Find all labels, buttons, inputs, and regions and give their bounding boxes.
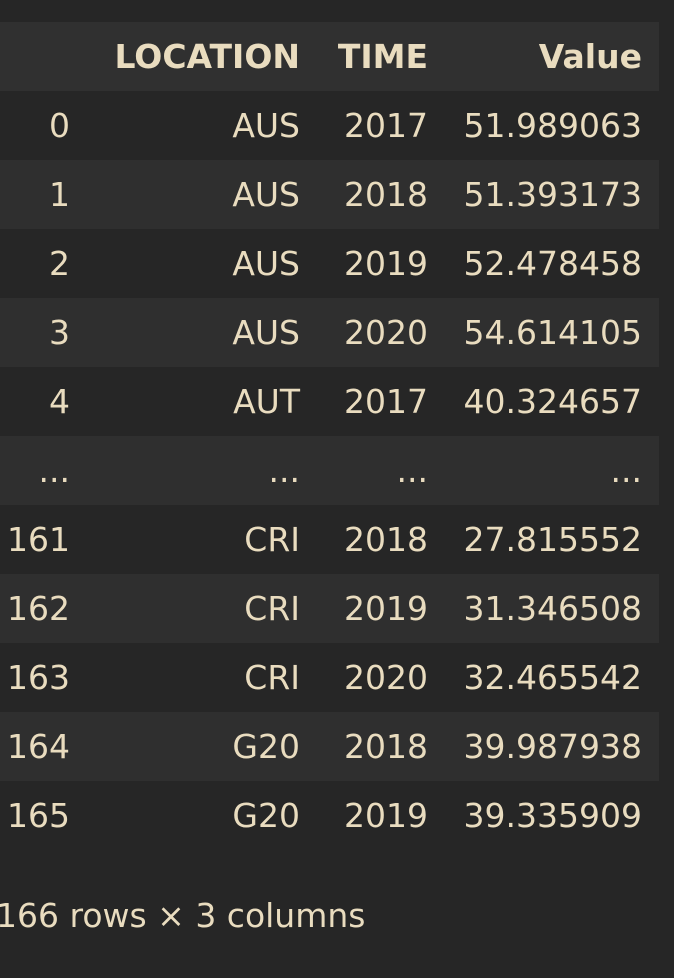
- table-row: 4 AUT 2017 40.324657: [0, 367, 659, 436]
- table-cell: 2018: [344, 520, 428, 559]
- pad-cell: [642, 505, 659, 574]
- column-header: LOCATION: [114, 37, 300, 76]
- table-row: 2 AUS 2019 52.478458: [0, 229, 659, 298]
- index-cell: 161: [7, 520, 70, 559]
- pad-cell: [642, 298, 659, 367]
- index-cell: 165: [7, 796, 70, 835]
- table-cell: 27.815552: [463, 520, 642, 559]
- pad-cell: [642, 574, 659, 643]
- table-cell: 51.989063: [463, 106, 642, 145]
- pad-cell: [642, 436, 659, 505]
- table-cell: 31.346508: [463, 589, 642, 628]
- table-cell: 2020: [344, 658, 428, 697]
- table-cell: 54.614105: [463, 313, 642, 352]
- table-cell: 2018: [344, 175, 428, 214]
- table-header: LOCATION TIME Value: [0, 22, 659, 91]
- table-cell: 2017: [344, 106, 428, 145]
- table-row: 164 G20 2018 39.987938: [0, 712, 659, 781]
- table-cell: CRI: [244, 658, 300, 697]
- table-row: ............: [0, 436, 659, 505]
- index-cell: 3: [49, 313, 70, 352]
- column-header: TIME: [337, 37, 428, 76]
- table-cell: 39.335909: [463, 796, 642, 835]
- table-cell: CRI: [244, 520, 300, 559]
- table-cell: 51.393173: [463, 175, 642, 214]
- table-row: 3 AUS 2020 54.614105: [0, 298, 659, 367]
- pad-cell: [642, 643, 659, 712]
- table-cell: AUS: [232, 313, 300, 352]
- table-cell: AUS: [232, 244, 300, 283]
- table-row: 165 G20 2019 39.335909: [0, 781, 659, 850]
- column-header: Value: [538, 37, 642, 76]
- table-cell: 2019: [344, 589, 428, 628]
- table-cell: 39.987938: [463, 727, 642, 766]
- table-cell: 2018: [344, 727, 428, 766]
- table-cell: 2017: [344, 382, 428, 421]
- table-cell: 32.465542: [463, 658, 642, 697]
- table-cell: G20: [232, 727, 300, 766]
- table-cell: 2020: [344, 313, 428, 352]
- index-header: [0, 22, 70, 91]
- pad-cell: [642, 91, 659, 160]
- table-row: 163 CRI 2020 32.465542: [0, 643, 659, 712]
- table-cell: 2019: [344, 796, 428, 835]
- table-cell: AUS: [232, 175, 300, 214]
- pad-cell: [642, 367, 659, 436]
- table-cell: ...: [268, 451, 300, 490]
- index-cell: 163: [7, 658, 70, 697]
- table-cell: ...: [396, 451, 428, 490]
- header-row: LOCATION TIME Value: [0, 22, 659, 91]
- index-cell: 0: [49, 106, 70, 145]
- table-cell: AUS: [232, 106, 300, 145]
- pad-cell: [642, 160, 659, 229]
- table-cell: AUT: [233, 382, 300, 421]
- index-cell: 1: [49, 175, 70, 214]
- table-body: 0 AUS 2017 51.989063 1 AUS 2018 51.393173 2 AUS 20…: [0, 91, 659, 850]
- pad-cell: [642, 229, 659, 298]
- table-cell: 2019: [344, 244, 428, 283]
- table-cell: ...: [610, 451, 642, 490]
- index-cell: ...: [38, 451, 70, 490]
- table-cell: 40.324657: [463, 382, 642, 421]
- pad-cell: [642, 712, 659, 781]
- pad-cell: [642, 22, 659, 91]
- table-cell: CRI: [244, 589, 300, 628]
- dataframe-table: LOCATION TIME Value 0 AUS 2017 51.989063 1 AUS 2…: [0, 22, 659, 850]
- index-cell: 2: [49, 244, 70, 283]
- table-row: 0 AUS 2017 51.989063: [0, 91, 659, 160]
- table-footer: 166 rows × 3 columns: [0, 896, 366, 935]
- table-cell: 52.478458: [463, 244, 642, 283]
- index-cell: 164: [7, 727, 70, 766]
- pad-cell: [642, 781, 659, 850]
- index-cell: 4: [49, 382, 70, 421]
- table-row: 1 AUS 2018 51.393173: [0, 160, 659, 229]
- table-row: 162 CRI 2019 31.346508: [0, 574, 659, 643]
- table-cell: G20: [232, 796, 300, 835]
- index-cell: 162: [7, 589, 70, 628]
- table-row: 161 CRI 2018 27.815552: [0, 505, 659, 574]
